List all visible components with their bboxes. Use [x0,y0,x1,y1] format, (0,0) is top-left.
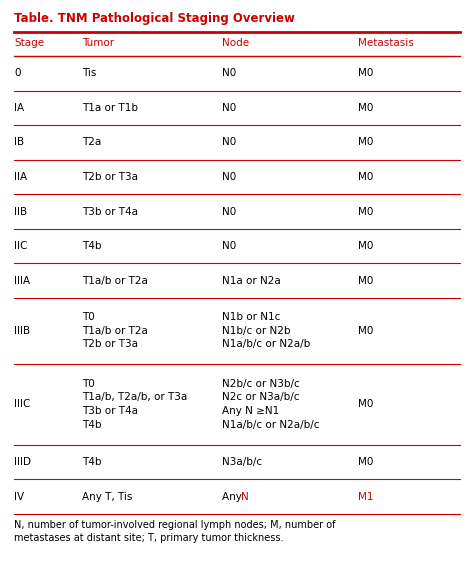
Text: N3a/b/c: N3a/b/c [222,457,262,467]
Text: N0: N0 [222,138,236,147]
Text: IV: IV [14,492,24,502]
Text: N0: N0 [222,206,236,217]
Text: M0: M0 [358,326,374,336]
Text: Any: Any [222,492,245,502]
Text: T2a: T2a [82,138,101,147]
Text: IIID: IIID [14,457,31,467]
Text: T4b: T4b [82,457,101,467]
Text: IIA: IIA [14,172,27,182]
Text: N1b or N1c
N1b/c or N2b
N1a/b/c or N2a/b: N1b or N1c N1b/c or N2b N1a/b/c or N2a/b [222,312,310,350]
Text: T0
T1a/b, T2a/b, or T3a
T3b or T4a
T4b: T0 T1a/b, T2a/b, or T3a T3b or T4a T4b [82,379,187,430]
Text: Tis: Tis [82,68,96,78]
Text: M0: M0 [358,457,374,467]
Text: T1a or T1b: T1a or T1b [82,103,138,113]
Text: M0: M0 [358,68,374,78]
Text: IIIC: IIIC [14,399,30,409]
Text: Node: Node [222,38,249,48]
Text: N: N [241,492,249,502]
Text: IA: IA [14,103,24,113]
Text: M0: M0 [358,206,374,217]
Text: T3b or T4a: T3b or T4a [82,206,138,217]
Text: M0: M0 [358,138,374,147]
Text: M0: M0 [358,399,374,409]
Text: M1: M1 [358,492,374,502]
Text: 0: 0 [14,68,20,78]
Text: Tumor: Tumor [82,38,114,48]
Text: N0: N0 [222,103,236,113]
Text: N1a or N2a: N1a or N2a [222,276,281,286]
Text: IIIA: IIIA [14,276,30,286]
Text: Table. TNM Pathological Staging Overview: Table. TNM Pathological Staging Overview [14,12,295,25]
Text: M0: M0 [358,241,374,251]
Text: M0: M0 [358,276,374,286]
Text: IB: IB [14,138,24,147]
Text: N0: N0 [222,68,236,78]
Text: T2b or T3a: T2b or T3a [82,172,138,182]
Text: M0: M0 [358,172,374,182]
Text: M0: M0 [358,103,374,113]
Text: N2b/c or N3b/c
N2c or N3a/b/c
Any N ≥N1
N1a/b/c or N2a/b/c: N2b/c or N3b/c N2c or N3a/b/c Any N ≥N1 … [222,379,319,430]
Text: IIC: IIC [14,241,27,251]
Text: N0: N0 [222,172,236,182]
Text: N0: N0 [222,241,236,251]
Text: IIIB: IIIB [14,326,30,336]
Text: Stage: Stage [14,38,44,48]
Text: Metastasis: Metastasis [358,38,414,48]
Text: N, number of tumor-involved regional lymph nodes; M, number of
metastases at dis: N, number of tumor-involved regional lym… [14,520,336,543]
Text: T1a/b or T2a: T1a/b or T2a [82,276,148,286]
Text: T0
T1a/b or T2a
T2b or T3a: T0 T1a/b or T2a T2b or T3a [82,312,148,350]
Text: IIB: IIB [14,206,27,217]
Text: T4b: T4b [82,241,101,251]
Text: Any T, Tis: Any T, Tis [82,492,132,502]
